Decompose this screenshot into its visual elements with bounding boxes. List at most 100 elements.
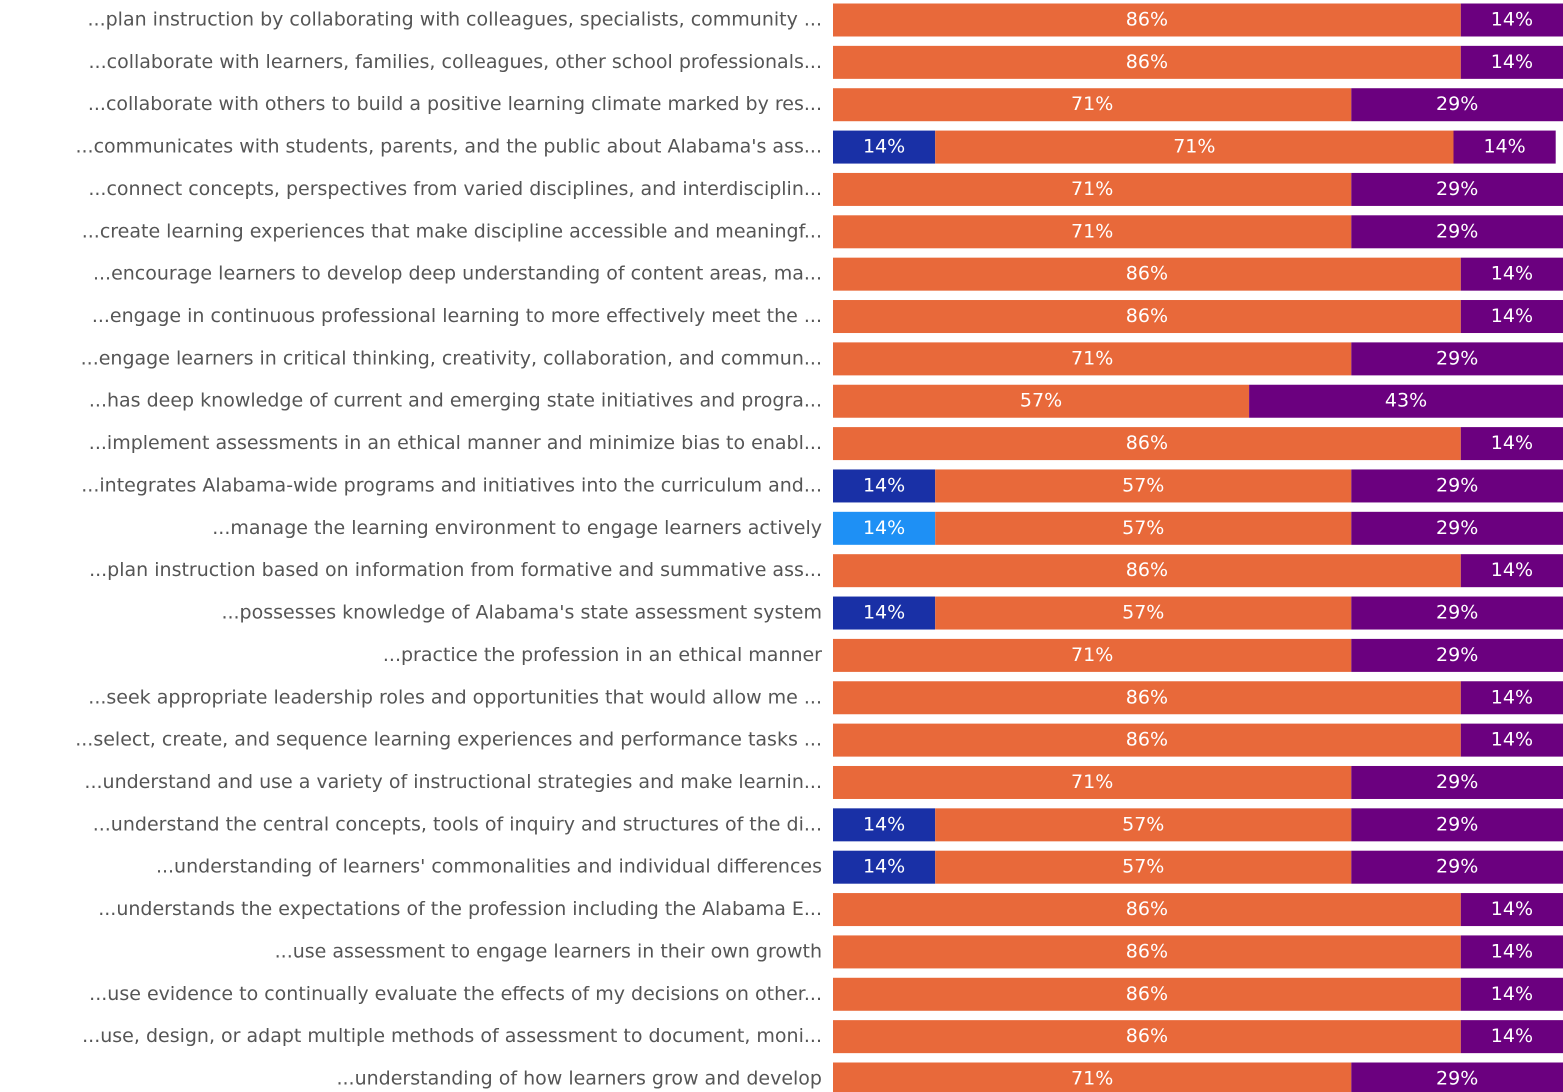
bar-segment — [833, 850, 936, 884]
bar-segment — [833, 808, 936, 842]
value-label: 57% — [1122, 474, 1164, 496]
value-label: 71% — [1071, 347, 1113, 369]
value-label: 86% — [1126, 51, 1168, 73]
value-label: 14% — [1491, 940, 1533, 962]
category-label: ...use evidence to continually evaluate … — [89, 983, 822, 1005]
value-label: 57% — [1122, 517, 1164, 539]
bar-segment — [1460, 300, 1563, 334]
value-label: 57% — [1122, 856, 1164, 878]
value-label: 86% — [1126, 983, 1168, 1005]
bar-segment — [935, 511, 1352, 545]
category-label: ...encourage learners to develop deep un… — [93, 263, 822, 285]
bar-segment — [1460, 723, 1563, 757]
value-label: 29% — [1436, 602, 1478, 624]
bar-segment — [935, 808, 1352, 842]
bar-segment — [833, 172, 1352, 206]
value-label: 29% — [1436, 1068, 1478, 1090]
category-label: ...has deep knowledge of current and eme… — [89, 390, 822, 412]
bar-segment — [1351, 638, 1563, 672]
value-label: 86% — [1126, 729, 1168, 751]
bar-segment — [1460, 3, 1563, 37]
value-label: 71% — [1071, 178, 1113, 200]
category-label: ...possesses knowledge of Alabama's stat… — [221, 602, 822, 624]
value-label: 14% — [863, 856, 905, 878]
value-label: 29% — [1436, 856, 1478, 878]
bar-segment — [1460, 257, 1563, 291]
bar-segment — [935, 130, 1454, 164]
value-label: 86% — [1126, 432, 1168, 454]
value-label: 29% — [1436, 93, 1478, 115]
category-label: ...collaborate with others to build a po… — [88, 93, 822, 115]
value-label: 57% — [1020, 390, 1062, 412]
bar-segment — [833, 765, 1352, 799]
value-label: 14% — [1491, 729, 1533, 751]
category-label: ...integrates Alabama-wide programs and … — [81, 474, 822, 496]
bar-segment — [833, 1062, 1352, 1092]
bar-segment — [1351, 808, 1563, 842]
value-label: 86% — [1126, 940, 1168, 962]
category-label: ...understanding of how learners grow an… — [336, 1068, 822, 1090]
bar-segment — [833, 215, 1352, 249]
value-label: 71% — [1173, 136, 1215, 158]
value-label: 14% — [1491, 263, 1533, 285]
value-label: 29% — [1436, 517, 1478, 539]
bar-segment — [833, 300, 1461, 334]
value-label: 86% — [1126, 305, 1168, 327]
value-label: 71% — [1071, 220, 1113, 242]
value-label: 29% — [1436, 347, 1478, 369]
category-label: ...understanding of learners' commonalit… — [156, 856, 822, 878]
bar-segment — [1351, 172, 1563, 206]
value-label: 71% — [1071, 1068, 1113, 1090]
bar-segment — [935, 850, 1352, 884]
value-label: 29% — [1436, 813, 1478, 835]
bar-segment — [1460, 554, 1563, 588]
category-label: ...implement assessments in an ethical m… — [89, 432, 822, 454]
value-label: 86% — [1126, 1025, 1168, 1047]
bar-segment — [833, 257, 1461, 291]
bar-segment — [833, 130, 936, 164]
bar-segment — [1351, 469, 1563, 503]
value-label: 71% — [1071, 93, 1113, 115]
bar-segment — [1460, 893, 1563, 927]
bar-segment — [833, 88, 1352, 122]
value-label: 14% — [863, 136, 905, 158]
bar-segment — [833, 638, 1352, 672]
value-label: 14% — [863, 517, 905, 539]
value-label: 14% — [1491, 432, 1533, 454]
bar-segment — [833, 342, 1352, 376]
bar-segment — [1351, 596, 1563, 630]
bar-segment — [1460, 977, 1563, 1011]
value-label: 71% — [1071, 771, 1113, 793]
category-label: ...plan instruction based on information… — [89, 559, 822, 581]
bar-segment — [1351, 850, 1563, 884]
bar-segment — [833, 935, 1461, 969]
value-label: 14% — [1491, 898, 1533, 920]
bar-segment — [1460, 681, 1563, 715]
value-label: 86% — [1126, 898, 1168, 920]
value-label: 86% — [1126, 559, 1168, 581]
category-label: ...connect concepts, perspectives from v… — [88, 178, 822, 200]
bar-segment — [1460, 1020, 1563, 1054]
category-label: ...engage learners in critical thinking,… — [81, 347, 822, 369]
category-label: ...understand and use a variety of instr… — [84, 771, 822, 793]
value-label: 14% — [1491, 51, 1533, 73]
category-label: ...create learning experiences that make… — [82, 220, 822, 242]
value-label: 14% — [863, 474, 905, 496]
bar-segment — [1460, 935, 1563, 969]
bar-segment — [1249, 384, 1563, 418]
bar-segment — [833, 681, 1461, 715]
bar-segment — [935, 469, 1352, 503]
category-label: ...seek appropriate leadership roles and… — [88, 686, 822, 708]
value-label: 86% — [1126, 9, 1168, 31]
value-label: 57% — [1122, 813, 1164, 835]
bar-segment — [833, 1020, 1461, 1054]
value-label: 29% — [1436, 220, 1478, 242]
bar-segment — [833, 977, 1461, 1011]
bar-segment — [1460, 427, 1563, 461]
category-label: ...collaborate with learners, families, … — [89, 51, 823, 73]
bar-segment — [833, 469, 936, 503]
category-label: ...engage in continuous professional lea… — [92, 305, 822, 327]
bar-segment — [935, 596, 1352, 630]
value-label: 29% — [1436, 644, 1478, 666]
